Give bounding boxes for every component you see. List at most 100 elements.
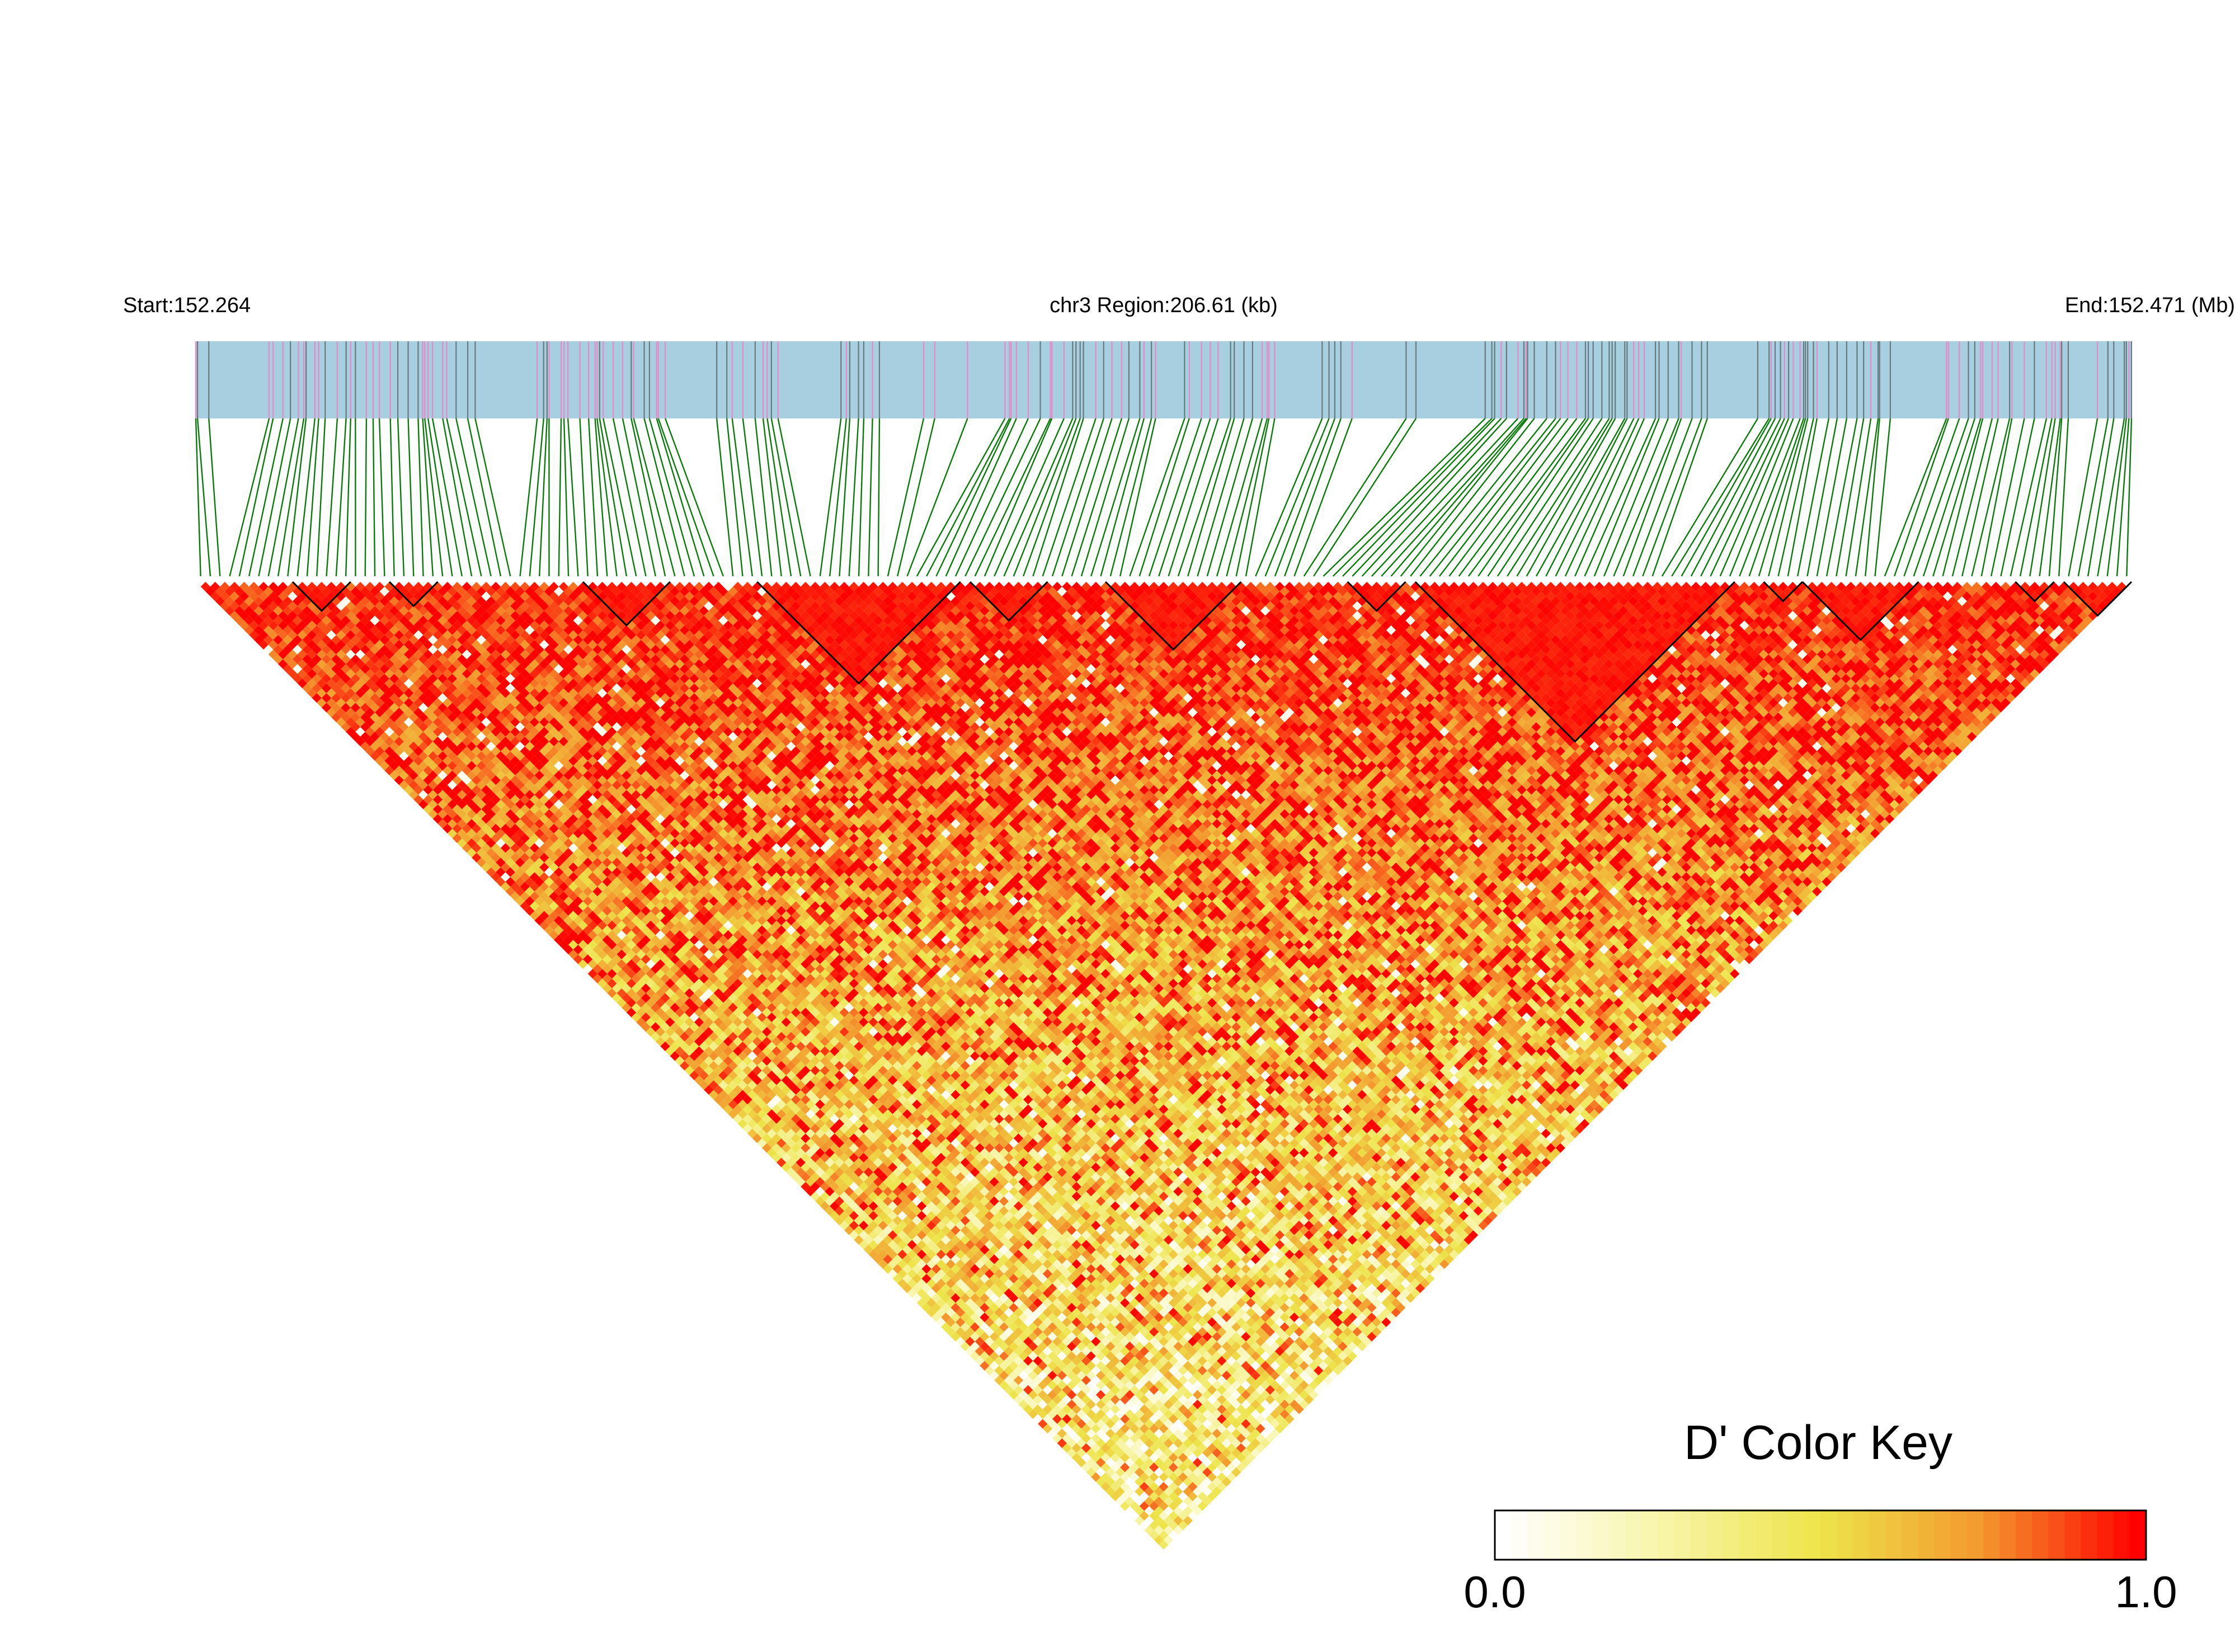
ld-cell bbox=[428, 789, 438, 800]
snp-connector-line bbox=[1642, 418, 1702, 577]
ld-cell bbox=[476, 848, 486, 858]
ld-cell bbox=[887, 1259, 898, 1269]
ld-cell bbox=[510, 882, 520, 892]
ld-cell bbox=[1013, 1385, 1024, 1395]
snp-connector-line bbox=[1603, 418, 1669, 577]
ld-cell bbox=[288, 669, 298, 679]
ld-cell bbox=[370, 751, 380, 761]
ld-cell bbox=[447, 829, 458, 839]
ld-cell bbox=[1149, 1521, 1159, 1531]
ld-cell bbox=[500, 862, 511, 872]
ld-cell bbox=[273, 644, 283, 655]
ld-cell bbox=[1018, 1380, 1028, 1390]
ld-cell bbox=[825, 1206, 835, 1216]
ld-cell bbox=[534, 915, 544, 926]
ld-cell bbox=[839, 1211, 849, 1221]
ld-cell bbox=[1105, 1486, 1116, 1496]
ld-cell bbox=[1135, 1515, 1145, 1526]
ld-cell bbox=[413, 794, 424, 804]
ld-cell bbox=[1110, 1472, 1121, 1482]
ld-cell bbox=[887, 1249, 898, 1259]
ld-cell bbox=[733, 1104, 743, 1114]
snp-connector-line bbox=[1129, 418, 1185, 577]
ld-cell bbox=[1028, 1390, 1038, 1400]
snp-connector-line bbox=[431, 418, 463, 577]
ld-cell bbox=[253, 635, 264, 645]
ld-cell bbox=[665, 1027, 675, 1037]
ld-cell bbox=[558, 920, 569, 930]
snp-connector-line bbox=[897, 418, 935, 577]
ld-cell bbox=[742, 1114, 752, 1124]
ld-cell bbox=[437, 799, 448, 809]
ld-cell bbox=[737, 1099, 748, 1109]
ld-cell bbox=[626, 988, 637, 998]
snp-connector-line bbox=[364, 418, 368, 577]
ld-cell bbox=[244, 606, 254, 616]
ld-cell bbox=[215, 596, 225, 606]
snp-connector-line bbox=[726, 418, 744, 577]
ld-cell bbox=[1149, 1510, 1159, 1521]
ld-cell bbox=[1004, 1366, 1014, 1376]
ld-cell bbox=[941, 1312, 951, 1322]
ld-cell bbox=[239, 601, 250, 611]
snp-connector-line bbox=[984, 418, 1053, 577]
ld-cell bbox=[956, 1327, 966, 1337]
ld-cell bbox=[365, 727, 375, 737]
ld-cell bbox=[892, 1273, 902, 1284]
ld-cell bbox=[592, 954, 603, 964]
ld-cell bbox=[820, 1191, 830, 1202]
snp-connector-line bbox=[267, 418, 299, 577]
snp-connector-line bbox=[906, 418, 968, 577]
ld-cell bbox=[912, 1273, 922, 1284]
ld-cell bbox=[321, 703, 332, 713]
snp-connector-line bbox=[1536, 418, 1626, 577]
ld-cell bbox=[801, 1162, 811, 1173]
ld-cell bbox=[278, 639, 288, 650]
ld-cell bbox=[945, 1317, 956, 1328]
ld-cells bbox=[200, 582, 2127, 1550]
ld-cell bbox=[496, 858, 506, 868]
ld-cell bbox=[945, 1307, 956, 1317]
snp-position-track bbox=[195, 341, 2133, 418]
ld-cell bbox=[365, 746, 375, 756]
ld-cell bbox=[1100, 1462, 1111, 1472]
snp-connector-line bbox=[1913, 418, 1969, 577]
ld-cell bbox=[820, 1182, 830, 1192]
snp-connector-line bbox=[777, 418, 811, 577]
ld-cell bbox=[897, 1269, 907, 1279]
snp-connector-line bbox=[1003, 418, 1074, 577]
snp-connector-line bbox=[1274, 418, 1336, 577]
ld-cell bbox=[1100, 1472, 1111, 1482]
ld-cell bbox=[403, 765, 414, 775]
ld-cell bbox=[302, 683, 312, 693]
ld-cell bbox=[491, 862, 501, 872]
ld-cell bbox=[496, 877, 506, 887]
ld-cell bbox=[520, 891, 530, 901]
ld-cell bbox=[660, 1032, 670, 1042]
snp-connector-line bbox=[208, 418, 221, 577]
ld-cell bbox=[859, 1240, 869, 1250]
ld-cell bbox=[665, 1046, 675, 1056]
snp-track-background bbox=[196, 341, 2132, 418]
ld-cell bbox=[573, 935, 583, 945]
ld-cell bbox=[297, 669, 307, 679]
ld-cell bbox=[244, 596, 254, 606]
ld-cell bbox=[777, 1138, 787, 1149]
ld-cell bbox=[408, 770, 418, 780]
snp-connector-line bbox=[1342, 418, 1495, 577]
snp-connector-line bbox=[587, 418, 599, 577]
ld-cell bbox=[796, 1167, 806, 1177]
ld-cell bbox=[370, 741, 380, 751]
ld-cell bbox=[670, 1051, 680, 1061]
snp-connector-line bbox=[1148, 418, 1202, 577]
snp-connector-line bbox=[1448, 418, 1569, 577]
snp-connector-line bbox=[657, 418, 714, 577]
ld-cell bbox=[984, 1366, 995, 1376]
ld-cell bbox=[1009, 1370, 1019, 1381]
ld-cell bbox=[224, 596, 235, 606]
ld-cell bbox=[859, 1220, 869, 1231]
ld-cell bbox=[389, 761, 399, 771]
ld-cell bbox=[916, 1298, 927, 1308]
snp-connector-line bbox=[316, 418, 326, 577]
snp-connector-line bbox=[766, 418, 792, 577]
